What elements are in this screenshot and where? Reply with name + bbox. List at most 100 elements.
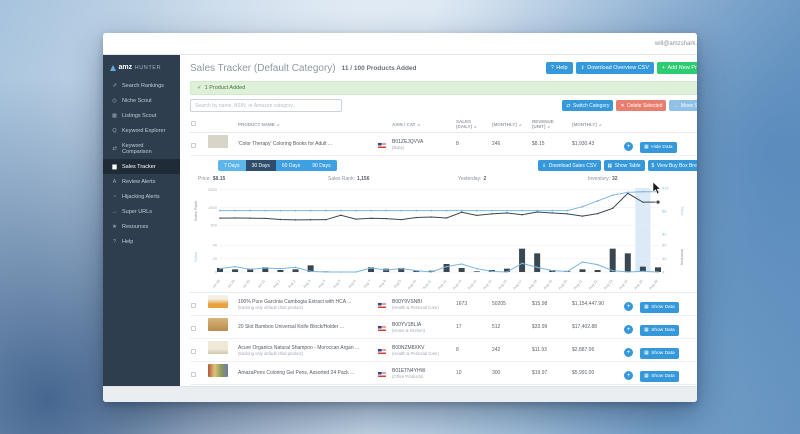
sidebar-item-sales-tracker[interactable]: ▆ Sales Tracker	[103, 159, 180, 174]
target-icon: ◎	[112, 97, 117, 104]
svg-text:500: 500	[210, 222, 217, 227]
sidebar-item-listings-scout[interactable]: ▦ Listings Scout	[103, 108, 180, 123]
tab-7-days[interactable]: 7 Days	[218, 160, 246, 171]
svg-text:Aug 16: Aug 16	[497, 279, 507, 290]
svg-text:$8: $8	[662, 208, 667, 213]
sidebar: amz HUNTER ⇗ Search Rankings ◎ Niche Scout ▦…	[103, 55, 180, 386]
search-input[interactable]	[190, 99, 342, 112]
logo-text-hunter: HUNTER	[134, 64, 162, 71]
expand-icon[interactable]: +	[624, 348, 633, 357]
select-all-checkbox[interactable]	[191, 121, 196, 126]
product-thumbnail	[208, 135, 228, 148]
cell-c-sd: 10	[456, 370, 462, 376]
expand-icon[interactable]: +	[624, 302, 633, 311]
download-sales-csv-button[interactable]: ⇓ Download Sales CSV	[538, 160, 601, 171]
sort-icon: ▴▾	[598, 122, 602, 127]
show-table-button[interactable]: ▦ Show Table	[603, 160, 645, 171]
sidebar-item-label: Hijacking Alerts	[122, 193, 160, 200]
account-email: will@amzshark.com	[654, 40, 697, 47]
col-revenue-unit[interactable]: REVENUE (UNIT) ▴▾	[532, 119, 554, 129]
row-checkbox[interactable]	[191, 326, 196, 331]
cell-c-ru: $11.93	[532, 347, 547, 353]
row-checkbox[interactable]	[191, 372, 196, 377]
stat-yesterday: Yesterday: 2	[458, 176, 487, 182]
sidebar-item-help[interactable]: ? Help	[103, 234, 180, 249]
sort-icon: ▴▾	[474, 125, 477, 129]
cell-c-rm: $5,991.00	[572, 370, 595, 376]
row-checkbox[interactable]	[191, 143, 196, 148]
row-checkbox[interactable]	[191, 303, 196, 308]
add-new-products-button[interactable]: +Add New Products	[657, 62, 697, 74]
page-title: Sales Tracker (Default Category)	[190, 62, 336, 74]
show-data-button[interactable]: ▦ Show Data	[640, 370, 679, 382]
chart-stats: Price: $8.15 Sales Rank: 1,156 Yesterday: 2 In…	[198, 176, 697, 182]
col-asin-cat[interactable]: ASIN / CAT ▴▾	[392, 121, 420, 127]
show-data-button[interactable]: ▦ Show Data	[640, 324, 679, 336]
col-sales-monthly[interactable]: (MONTHLY) ▴▾	[492, 121, 522, 127]
tab-90-days[interactable]: 90 Days	[306, 160, 337, 171]
sidebar-item-keyword-explorer[interactable]: Q Keyword Explorer	[103, 123, 180, 138]
us-flag-icon	[378, 326, 386, 331]
sidebar-item-search-rankings[interactable]: ⇗ Search Rankings	[103, 78, 180, 93]
product-row: Acure Organics Natural Shampoo - Morocca…	[190, 339, 697, 362]
cell-c-ru: $15.98	[532, 301, 548, 307]
plus-icon: +	[662, 65, 665, 71]
svg-text:20: 20	[213, 256, 218, 261]
window-footer	[103, 386, 697, 402]
delete-selected-button[interactable]: ✕ Delete Selected	[616, 100, 667, 111]
tab-30-days[interactable]: 30 Days	[245, 160, 276, 171]
svg-text:Aug 12: Aug 12	[437, 279, 447, 290]
sidebar-item-super-urls[interactable]: → Super URLs	[103, 204, 180, 219]
product-asin: B00YV1BLIA	[392, 321, 422, 328]
product-thumbnail	[208, 364, 228, 377]
svg-text:Jul 29: Jul 29	[227, 279, 236, 289]
product-asin: B01ETN4YHW	[392, 367, 426, 374]
svg-text:Aug 8: Aug 8	[378, 279, 387, 289]
sidebar-item-label: Listings Scout	[122, 112, 157, 119]
sidebar-item-label: Resources	[122, 223, 149, 230]
product-note: (tracking only default child product)	[238, 304, 303, 310]
sidebar-item-keyword-comparison[interactable]: ⇄ Keyword Comparison	[103, 138, 180, 159]
svg-text:Jul 28: Jul 28	[212, 279, 221, 289]
cell-c-sm: 512	[492, 324, 501, 330]
expand-icon[interactable]: +	[624, 371, 633, 380]
product-name: AmazaPens Coloring Gel Pens, Assorted 24…	[238, 370, 355, 376]
sidebar-item-niche-scout[interactable]: ◎ Niche Scout	[103, 93, 180, 108]
table-icon: ▦	[607, 162, 613, 169]
product-row: 20 Slot Bamboo Universal Knife Block/Hol…	[190, 316, 697, 339]
sort-icon: ▴▾	[276, 122, 280, 127]
question-icon: ?	[550, 65, 554, 71]
table-icon: ▦	[644, 304, 649, 310]
svg-text:Aug 13: Aug 13	[452, 279, 462, 290]
arrow-right-icon: →	[111, 208, 118, 215]
show-data-button[interactable]: ▦ Show Data	[640, 301, 679, 313]
move-selected-button[interactable]: →Move Selected	[669, 100, 697, 111]
tab-60-days[interactable]: 60 Days	[275, 160, 307, 171]
svg-text:Aug 14: Aug 14	[467, 279, 477, 290]
help-button[interactable]: ? Help	[545, 62, 573, 74]
svg-text:Aug 21: Aug 21	[573, 279, 583, 290]
cell-c-rm: $2,887.06	[572, 347, 595, 353]
sidebar-item-resources[interactable]: ★ Resources	[103, 219, 180, 234]
expand-icon[interactable]: +	[624, 325, 633, 334]
expand-icon[interactable]: +	[624, 142, 633, 151]
switch-category-button[interactable]: ⇄ Switch Category	[562, 100, 614, 111]
trend-up-icon: ⇗	[112, 82, 117, 89]
col-product-name[interactable]: PRODUCT NAME ▴▾	[238, 121, 280, 127]
download-overview-csv-button[interactable]: ⇓ Download Overview CSV	[575, 62, 655, 74]
row-checkbox[interactable]	[191, 349, 196, 354]
alert-text: 1 Product Added	[204, 85, 246, 91]
hide-data-button[interactable]: ▦ Hide Data	[640, 141, 677, 153]
show-data-button[interactable]: ▦ Show Data	[640, 347, 679, 359]
col-revenue-monthly[interactable]: (MONTHLY) ▴▾	[572, 121, 602, 127]
alarm-icon: ◔	[112, 193, 117, 200]
svg-text:Aug 17: Aug 17	[512, 279, 522, 290]
question-icon: ?	[112, 238, 117, 245]
view-buy-box-breakdown-button[interactable]: $View Buy Box Breakdown	[647, 160, 697, 171]
col-sales-daily[interactable]: SALES (DAILY) ▴▾	[456, 119, 477, 129]
sidebar-item-review-alerts[interactable]: A Review Alerts	[103, 174, 180, 189]
sidebar-item-label: Keyword Explorer	[122, 127, 166, 134]
sidebar-item-hijacking-alerts[interactable]: ◔ Hijacking Alerts	[103, 189, 180, 204]
product-name: 'Color Therapy' Coloring Books for Adult…	[238, 141, 333, 147]
table-icon: ▦	[111, 112, 118, 119]
